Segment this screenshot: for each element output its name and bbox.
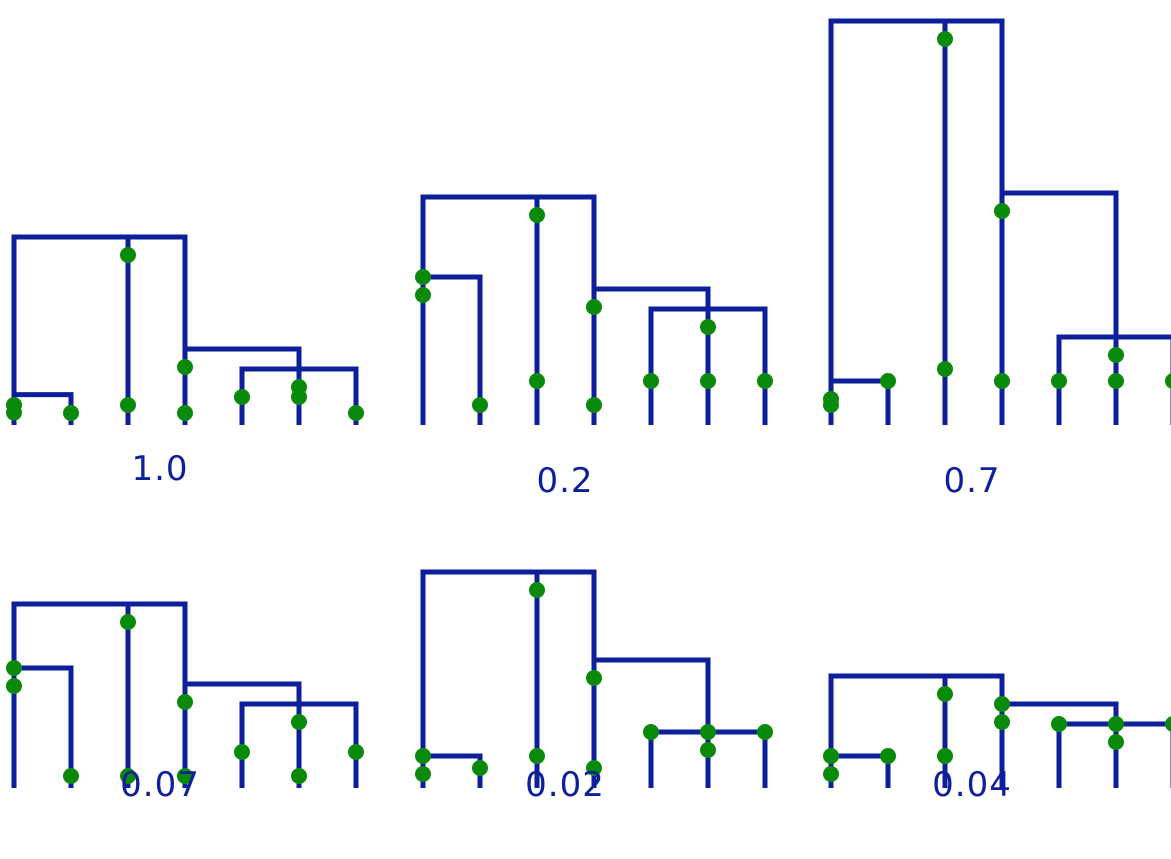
tip-marker <box>1108 716 1124 732</box>
panel-label: 0.7 <box>943 461 1000 501</box>
tip-marker <box>700 724 716 740</box>
panel-label: 0.2 <box>536 461 593 501</box>
tip-marker <box>586 760 602 776</box>
tip-marker <box>63 768 79 784</box>
tip-marker <box>6 660 22 676</box>
tip-marker <box>120 397 136 413</box>
tip-marker <box>823 748 839 764</box>
dendrogram-panel: 0.2 <box>415 194 773 501</box>
node-marker <box>823 391 839 407</box>
tip-marker <box>177 768 193 784</box>
node-marker <box>177 694 193 710</box>
tip-marker <box>529 373 545 389</box>
node-marker <box>120 247 136 263</box>
dendrogram-panel: 0.04 <box>823 673 1171 805</box>
node-marker <box>937 31 953 47</box>
node-marker <box>6 678 22 694</box>
tip-marker <box>415 748 431 764</box>
node-marker <box>994 203 1010 219</box>
tip-marker <box>472 397 488 413</box>
node-marker <box>291 714 307 730</box>
node-marker <box>586 299 602 315</box>
node-marker <box>529 582 545 598</box>
tip-marker <box>994 373 1010 389</box>
tip-marker <box>586 397 602 413</box>
node-marker <box>1108 734 1124 750</box>
panel-label: 1.0 <box>131 449 188 489</box>
node-marker <box>291 379 307 395</box>
tip-marker <box>63 405 79 421</box>
tip-marker <box>1051 373 1067 389</box>
tip-marker <box>757 724 773 740</box>
panel-label: 0.02 <box>525 765 605 805</box>
panel-label: 0.07 <box>120 765 200 805</box>
tip-marker <box>529 748 545 764</box>
node-marker <box>529 207 545 223</box>
node-marker <box>177 359 193 375</box>
node-marker <box>823 766 839 782</box>
tip-marker <box>643 724 659 740</box>
tip-marker <box>291 768 307 784</box>
node-marker <box>1108 347 1124 363</box>
tip-marker <box>643 373 659 389</box>
tip-marker <box>937 748 953 764</box>
tip-marker <box>234 744 250 760</box>
tip-marker <box>177 405 193 421</box>
tip-marker <box>348 744 364 760</box>
node-marker <box>120 614 136 630</box>
node-marker <box>586 670 602 686</box>
tip-marker <box>1165 373 1171 389</box>
node-marker <box>994 714 1010 730</box>
tip-marker <box>472 760 488 776</box>
tip-marker <box>234 389 250 405</box>
dendrogram-panel: 0.7 <box>823 18 1171 501</box>
tip-marker <box>1165 716 1171 732</box>
tip-marker <box>348 405 364 421</box>
tip-marker <box>1051 716 1067 732</box>
tip-marker <box>994 696 1010 712</box>
node-marker <box>6 404 22 421</box>
tip-marker <box>937 361 953 377</box>
tip-marker <box>880 748 896 764</box>
node-marker <box>700 319 716 335</box>
node-marker <box>415 287 431 303</box>
node-marker <box>415 766 431 782</box>
node-marker <box>700 742 716 758</box>
tip-marker <box>757 373 773 389</box>
dendrogram-panel: 0.02 <box>415 569 773 805</box>
node-marker <box>937 686 953 702</box>
tip-marker <box>120 768 136 784</box>
tip-marker <box>700 373 716 389</box>
dendrogram-panel: 1.0 <box>6 234 364 489</box>
tip-marker <box>880 373 896 389</box>
tip-marker <box>1108 373 1124 389</box>
tip-marker <box>415 269 431 285</box>
dendrogram-panel: 0.07 <box>6 601 364 805</box>
panel-label: 0.04 <box>932 765 1012 805</box>
